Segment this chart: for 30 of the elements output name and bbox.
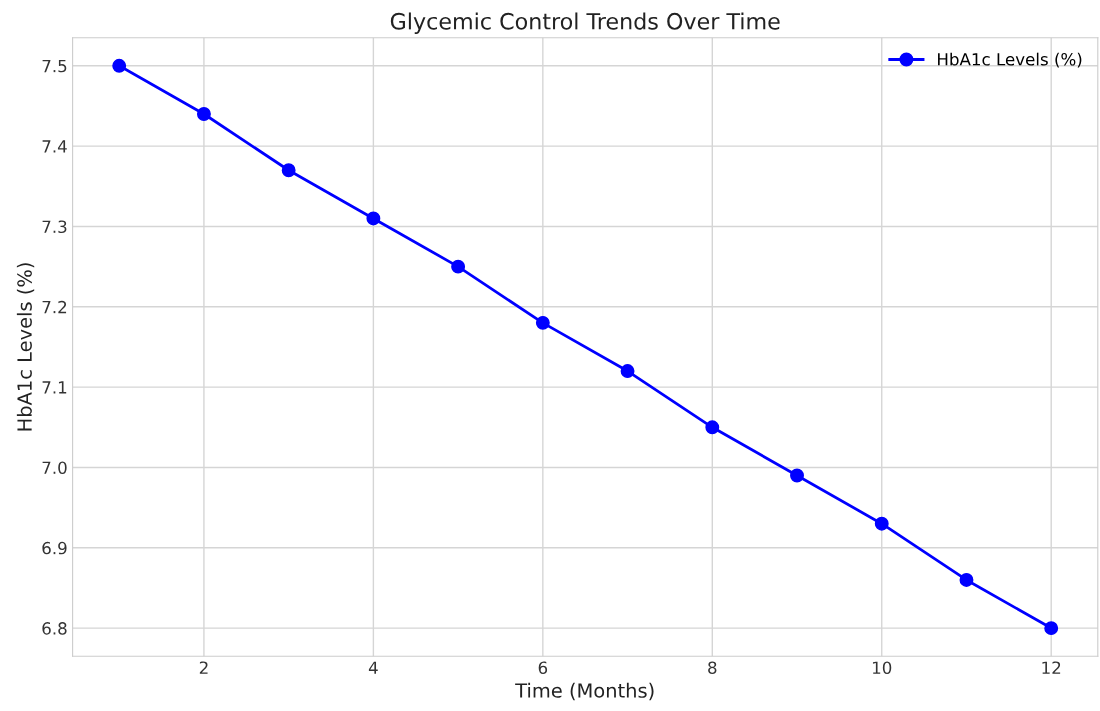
y-tick-label: 7.2	[42, 300, 67, 314]
x-tick-label: 8	[708, 661, 717, 675]
x-tick-label: 12	[1042, 661, 1061, 674]
x-tick-label: 2	[199, 661, 208, 674]
point	[790, 468, 804, 483]
y-tick-label: 7.3	[42, 220, 67, 234]
y-tick-label: 6.8	[42, 622, 67, 635]
point	[959, 572, 974, 587]
point	[112, 58, 127, 73]
y-tick-label: 6.9	[42, 541, 67, 555]
legend-label: HbA1c Levels (%)	[938, 52, 1082, 68]
point	[1044, 621, 1059, 636]
y-axis-title: HbA1c Levels (%)	[16, 263, 35, 431]
point	[535, 315, 550, 330]
point	[196, 107, 211, 121]
y-tick-label: 7.1	[42, 381, 67, 394]
x-axis-title: Time (Months)	[515, 682, 654, 701]
point	[874, 516, 889, 531]
point	[281, 163, 296, 178]
x-tick-label: 10	[872, 661, 892, 675]
y-tick-label: 7.4	[42, 140, 67, 153]
x-tick-label: 6	[538, 661, 548, 675]
y-tick-label: 7.0	[42, 461, 67, 475]
point	[705, 420, 720, 435]
chart-title: Glycemic Control Trends Over Time	[390, 12, 780, 34]
point	[366, 211, 381, 226]
point	[620, 364, 635, 379]
point	[451, 259, 466, 274]
y-tick-label: 7.5	[42, 59, 67, 73]
x-tick-label: 4	[368, 661, 378, 674]
